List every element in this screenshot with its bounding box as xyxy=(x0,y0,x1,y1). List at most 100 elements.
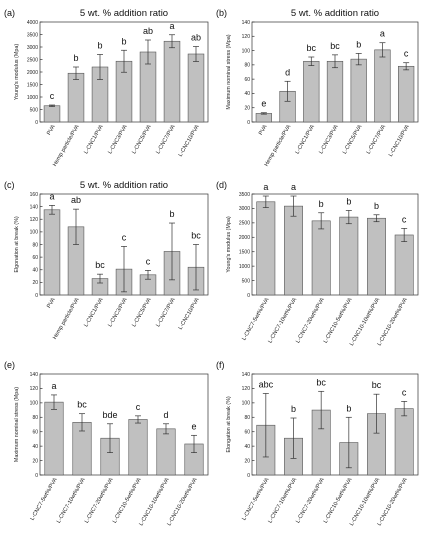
x-tick-label: L-CNC1/PVA xyxy=(83,297,105,328)
bar xyxy=(43,105,61,123)
significance-letter: b xyxy=(97,41,102,51)
y-tick-label: 2500 xyxy=(239,221,250,227)
chart-panel-4: (d) 0 500 1000 1500 2000 2500 3000 3500 Young's m… xyxy=(216,180,419,347)
x-tick-label: L-CNC1/PVA xyxy=(83,124,105,155)
plot-frame xyxy=(39,373,209,476)
significance-letter: c xyxy=(402,387,407,397)
y-axis-label: Elongation at break (%) xyxy=(226,396,232,453)
bar xyxy=(44,401,64,476)
x-tick-label: L-CNC10-10wt%/PVA xyxy=(138,477,170,527)
y-tick-label: 3000 xyxy=(239,206,250,212)
y-tick-label: 1500 xyxy=(27,82,38,88)
x-tick-label: L-CNC5/PVA xyxy=(342,124,364,155)
panel-label: (a) xyxy=(4,8,15,18)
y-tick-label: 120 xyxy=(30,386,39,392)
significance-letter: d xyxy=(163,410,168,420)
y-tick-label: 3500 xyxy=(27,32,38,38)
significance-letter: e xyxy=(191,421,196,431)
y-tick-label: 4000 xyxy=(27,20,38,26)
x-tick-label: L-CNC7-10wt%/PVA xyxy=(56,477,87,525)
y-tick-label: 80 xyxy=(32,415,38,421)
y-tick-label: 1000 xyxy=(239,264,250,270)
bar xyxy=(163,40,181,123)
x-tick-label: L-CNC7-20wt%/PVA xyxy=(295,477,326,525)
y-axis-label: Maximum nominal stress (Mpa) xyxy=(226,34,232,109)
bar xyxy=(303,60,320,123)
x-tick-label: L-CNC10-5wt%/PVA xyxy=(323,297,354,345)
y-axis-label: Young's modulus (Mpa) xyxy=(14,44,20,100)
y-tick-label: 100 xyxy=(30,401,39,407)
panel-label: (f) xyxy=(216,360,225,370)
y-tick-label: 60 xyxy=(244,430,250,436)
bar xyxy=(187,53,205,123)
y-axis-label: Elgonation at break (%) xyxy=(14,216,20,273)
panel-label: (e) xyxy=(4,360,15,370)
y-tick-label: 100 xyxy=(30,230,39,236)
chart-title: 5 wt. % addition ratio xyxy=(80,180,168,191)
y-tick-label: 40 xyxy=(244,91,250,97)
significance-letter: bc xyxy=(372,380,382,390)
x-tick-label: L-CNC10-10wt%/PVA xyxy=(349,297,381,347)
significance-letter: b xyxy=(121,36,126,46)
x-tick-label: L-CNC10-20wt%/PVA xyxy=(377,477,409,527)
significance-letter: abc xyxy=(259,379,274,389)
y-tick-label: 140 xyxy=(30,204,39,210)
significance-letter: a xyxy=(49,191,54,201)
panel-label: (c) xyxy=(4,180,15,190)
significance-letter: b xyxy=(346,403,351,413)
x-tick-label: L-CNC10-10wt%/PVA xyxy=(349,477,381,527)
x-tick-label: PVA xyxy=(46,297,57,310)
significance-letter: ab xyxy=(191,33,201,43)
y-tick-label: 1500 xyxy=(239,250,250,256)
significance-letter: a xyxy=(263,182,268,192)
chart-panel-1: (a) 5 wt. % addition ratio 0 500 1000 1500 200… xyxy=(4,8,209,168)
y-tick-label: 0 xyxy=(247,293,250,299)
y-tick-label: 3000 xyxy=(27,45,38,51)
x-tick-label: L-CNC10/PVA xyxy=(388,124,411,158)
y-tick-label: 60 xyxy=(32,255,38,261)
significance-letter: c xyxy=(50,91,55,101)
significance-letter: bc xyxy=(330,41,340,51)
x-tick-label: Hemp particle/PVA xyxy=(52,124,81,168)
y-tick-label: 160 xyxy=(30,192,39,198)
y-axis-label: Maximum nominal stress (Mpa) xyxy=(14,387,20,462)
y-tick-label: 1000 xyxy=(27,95,38,101)
bar xyxy=(255,113,272,123)
x-tick-label: L-CNC10-5wt%/PVA xyxy=(112,477,143,525)
y-tick-label: 80 xyxy=(244,415,250,421)
significance-letter: bc xyxy=(316,377,326,387)
bar xyxy=(398,65,415,123)
x-tick-label: L-CNC7-20wt%/PVA xyxy=(295,297,326,345)
y-tick-label: 140 xyxy=(242,372,251,378)
significance-letter: ab xyxy=(71,195,81,205)
x-tick-label: L-CNC7/PVA xyxy=(155,297,177,328)
x-tick-label: L-CNC3/PVA xyxy=(107,124,129,155)
chart-panel-2: (b) 5 wt. % addition ratio 0 20 40 60 80 100 120… xyxy=(216,8,419,168)
plot-frame xyxy=(251,373,419,476)
x-tick-label: L-CNC7-5wt%/PVA xyxy=(241,477,270,522)
bar xyxy=(394,408,414,476)
significance-letter: c xyxy=(402,214,407,224)
y-tick-label: 0 xyxy=(247,473,250,479)
y-tick-label: 2000 xyxy=(27,70,38,76)
bar xyxy=(374,49,391,123)
y-tick-label: 500 xyxy=(30,107,39,113)
y-tick-label: 60 xyxy=(244,77,250,83)
significance-letter: b xyxy=(319,199,324,209)
significance-letter: bc xyxy=(77,400,87,410)
y-tick-label: 120 xyxy=(242,386,251,392)
significance-letter: a xyxy=(51,381,56,391)
plot-frame xyxy=(251,193,419,296)
y-tick-label: 140 xyxy=(242,20,251,26)
y-tick-label: 40 xyxy=(32,444,38,450)
y-tick-label: 80 xyxy=(32,242,38,248)
significance-letter: bc xyxy=(95,260,105,270)
bar xyxy=(326,60,344,123)
y-tick-label: 100 xyxy=(242,48,251,54)
bar xyxy=(43,209,61,296)
y-tick-label: 140 xyxy=(30,372,39,378)
significance-letter: e xyxy=(261,99,266,109)
x-tick-label: L-CNC3/PVA xyxy=(318,124,340,155)
y-tick-label: 0 xyxy=(35,473,38,479)
